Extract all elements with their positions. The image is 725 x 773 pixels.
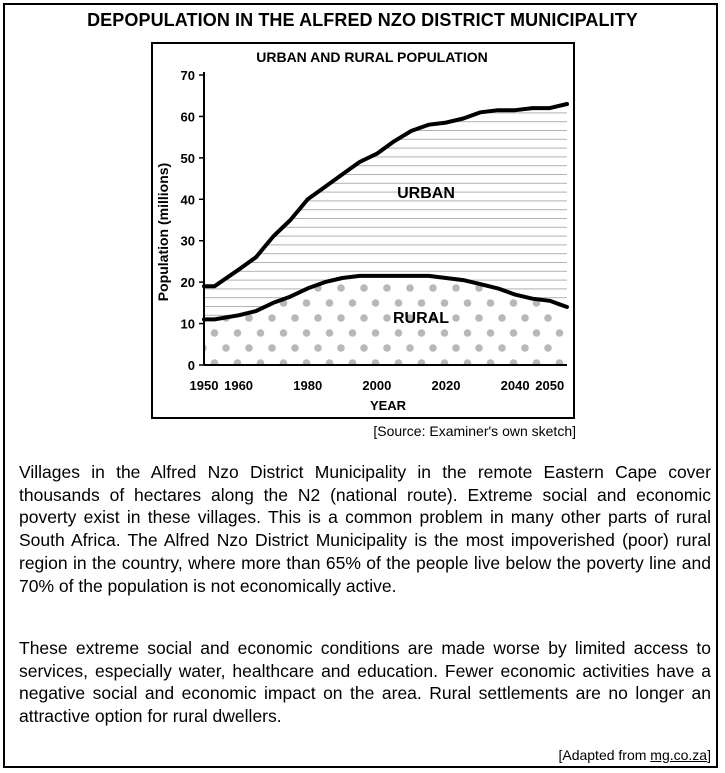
source-link[interactable]: mg.co.za	[650, 747, 708, 763]
paragraph-2: These extreme social and economic condit…	[19, 638, 711, 727]
population-chart: 0 10 20 30 40 50 60 70 1950 1960 1980 2000 2020 2040 2…	[155, 49, 569, 413]
page-border	[3, 3, 718, 768]
y-tick-label: 0	[188, 358, 195, 373]
y-tick-label: 60	[181, 109, 195, 124]
chart-source: [Source: Examiner's own sketch]	[373, 423, 576, 439]
y-tick-label: 20	[181, 275, 195, 290]
y-tick-label: 70	[181, 68, 195, 83]
y-tick-label: 40	[181, 192, 195, 207]
y-axis-label: Population (millions)	[155, 163, 171, 301]
x-tick-label: 2050	[535, 378, 564, 393]
x-tick-label: 2020	[432, 378, 461, 393]
urban-area	[204, 104, 567, 320]
x-tick-label: 1980	[293, 378, 322, 393]
rural-area	[204, 275, 567, 365]
x-tick-label: 1960	[224, 378, 253, 393]
rural-area-label: RURAL	[393, 310, 449, 327]
chart-title: URBAN AND RURAL POPULATION	[256, 49, 488, 65]
x-axis-label: YEAR	[370, 398, 407, 413]
x-tick-label: 2040	[501, 378, 530, 393]
urban-series-line	[202, 102, 569, 289]
x-tick-label: 2000	[362, 378, 391, 393]
adapted-note: [Adapted from mg.co.za]	[558, 747, 711, 763]
y-tick-label: 10	[181, 317, 195, 332]
paragraph-1: Villages in the Alfred Nzo District Muni…	[19, 462, 711, 596]
urban-area-label: URBAN	[397, 185, 455, 202]
y-tick-label: 50	[181, 151, 195, 166]
page-title: DEPOPULATION IN THE ALFRED NZO DISTRICT …	[87, 10, 638, 30]
adapted-prefix: [Adapted from	[558, 747, 651, 763]
rural-series-line	[202, 273, 569, 322]
y-tick-label: 30	[181, 234, 195, 249]
x-tick-label: 1950	[190, 378, 219, 393]
chart-frame	[151, 42, 575, 419]
adapted-suffix: ]	[707, 747, 711, 763]
